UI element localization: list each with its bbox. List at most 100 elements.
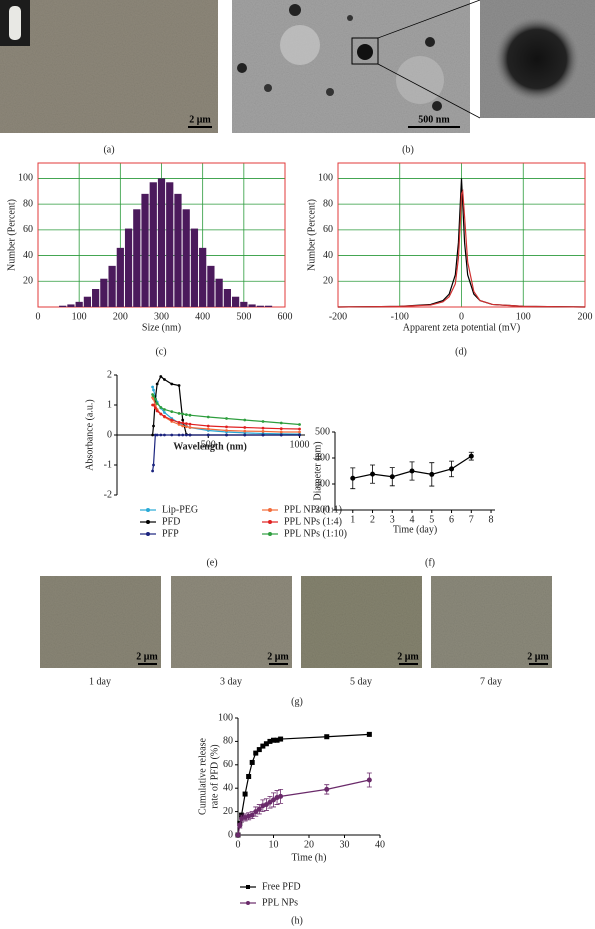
y-tick-label: 60 <box>323 224 333 235</box>
data-point <box>152 424 155 428</box>
data-point <box>279 433 283 437</box>
data-point <box>246 774 252 779</box>
scale-bar-label: 2 μm <box>136 651 158 662</box>
x-tick-label: 10 <box>269 839 279 850</box>
histogram-bar <box>67 304 75 307</box>
data-point <box>468 453 474 459</box>
histogram-bar <box>256 305 264 307</box>
panel-label: (h) <box>291 915 303 926</box>
histogram-bar <box>149 182 157 307</box>
histogram-bar <box>75 301 83 307</box>
data-point <box>243 426 247 429</box>
data-point <box>177 384 181 387</box>
data-point <box>261 433 265 437</box>
x-tick-label: 5 <box>429 514 434 525</box>
data-point <box>253 809 259 815</box>
data-point <box>279 430 283 434</box>
x-tick-label: 20 <box>304 839 314 850</box>
histogram-bar <box>223 289 231 307</box>
histogram-bar <box>100 278 108 307</box>
data-point <box>159 433 163 437</box>
y-tick-label: 20 <box>23 276 33 287</box>
data-point <box>243 418 247 422</box>
data-point <box>278 793 284 799</box>
series-line <box>337 188 586 308</box>
data-point <box>206 415 210 419</box>
y-tick-label: 40 <box>223 782 233 793</box>
y-tick-label: 80 <box>223 736 233 747</box>
data-point <box>366 731 372 737</box>
histogram-bar <box>215 278 223 307</box>
x-tick-label: 0 <box>36 311 41 322</box>
x-tick-label: 30 <box>340 839 350 850</box>
data-point <box>267 799 273 805</box>
data-point <box>153 397 157 401</box>
y-axis-label: Number (Percent) <box>6 199 17 271</box>
data-point <box>152 394 155 398</box>
data-point <box>159 412 163 416</box>
y-tick-label: 20 <box>223 806 233 817</box>
data-point <box>170 410 174 413</box>
data-point <box>225 425 228 429</box>
data-point <box>206 427 210 431</box>
y-tick-label: 80 <box>323 198 333 209</box>
legend-label: PFD <box>162 516 180 527</box>
data-point <box>279 427 283 431</box>
panel-label: (e) <box>206 557 217 568</box>
x-tick-label: 300 <box>154 311 169 322</box>
data-point <box>324 786 330 792</box>
series-line <box>152 404 300 430</box>
histogram-bar <box>166 182 174 307</box>
data-point <box>181 424 185 428</box>
data-point <box>263 741 269 747</box>
data-point <box>206 424 210 428</box>
plot-frame <box>337 162 586 308</box>
frame-caption: 1 day <box>89 676 111 687</box>
data-point <box>170 433 174 437</box>
histogram-bar <box>190 228 199 307</box>
x-tick-label: 0 <box>459 311 464 322</box>
y-tick-label: 2 <box>107 369 112 380</box>
data-point <box>298 423 301 426</box>
data-point <box>249 812 255 818</box>
x-tick-label: 200 <box>578 311 593 322</box>
y-tick-label: 100 <box>18 173 33 184</box>
y-tick-label: 500 <box>315 426 330 437</box>
x-tick-label: 500 <box>201 439 216 450</box>
data-point <box>177 421 181 424</box>
data-point <box>298 430 301 434</box>
scale-bar-label: 2 μm <box>527 651 549 662</box>
data-point <box>261 430 265 433</box>
histogram-bar <box>157 178 166 307</box>
data-point <box>184 413 188 416</box>
y-tick-label: 400 <box>315 452 330 463</box>
histogram-bar <box>124 228 133 307</box>
y-tick-label: 20 <box>323 276 333 287</box>
histogram-bar <box>231 296 240 307</box>
data-point <box>449 466 455 472</box>
micrograph-b: 500 nm <box>232 0 595 133</box>
x-axis-label: Time (h) <box>292 852 327 863</box>
legend-marker <box>146 520 150 524</box>
histogram-bar <box>207 265 215 307</box>
data-point <box>151 385 154 389</box>
x-tick-label: 600 <box>278 311 293 322</box>
data-point <box>152 388 155 392</box>
y-tick-label: 60 <box>23 224 33 235</box>
legend-marker <box>268 508 272 512</box>
legend-label: Lip-PEG <box>162 504 198 515</box>
data-point <box>370 471 376 477</box>
data-point <box>170 382 174 386</box>
histogram-bar <box>199 247 207 307</box>
data-point <box>242 791 248 797</box>
data-point <box>243 433 247 437</box>
y-tick-label: 40 <box>323 250 333 261</box>
x-tick-label: 40 <box>375 839 385 850</box>
x-tick-label: 100 <box>516 311 531 322</box>
data-point <box>256 806 262 812</box>
data-point <box>177 433 181 437</box>
legend-label: PPL NPs (1:10) <box>284 528 347 539</box>
data-point <box>243 429 247 433</box>
histogram-bar <box>116 247 124 307</box>
micrograph <box>40 576 161 668</box>
